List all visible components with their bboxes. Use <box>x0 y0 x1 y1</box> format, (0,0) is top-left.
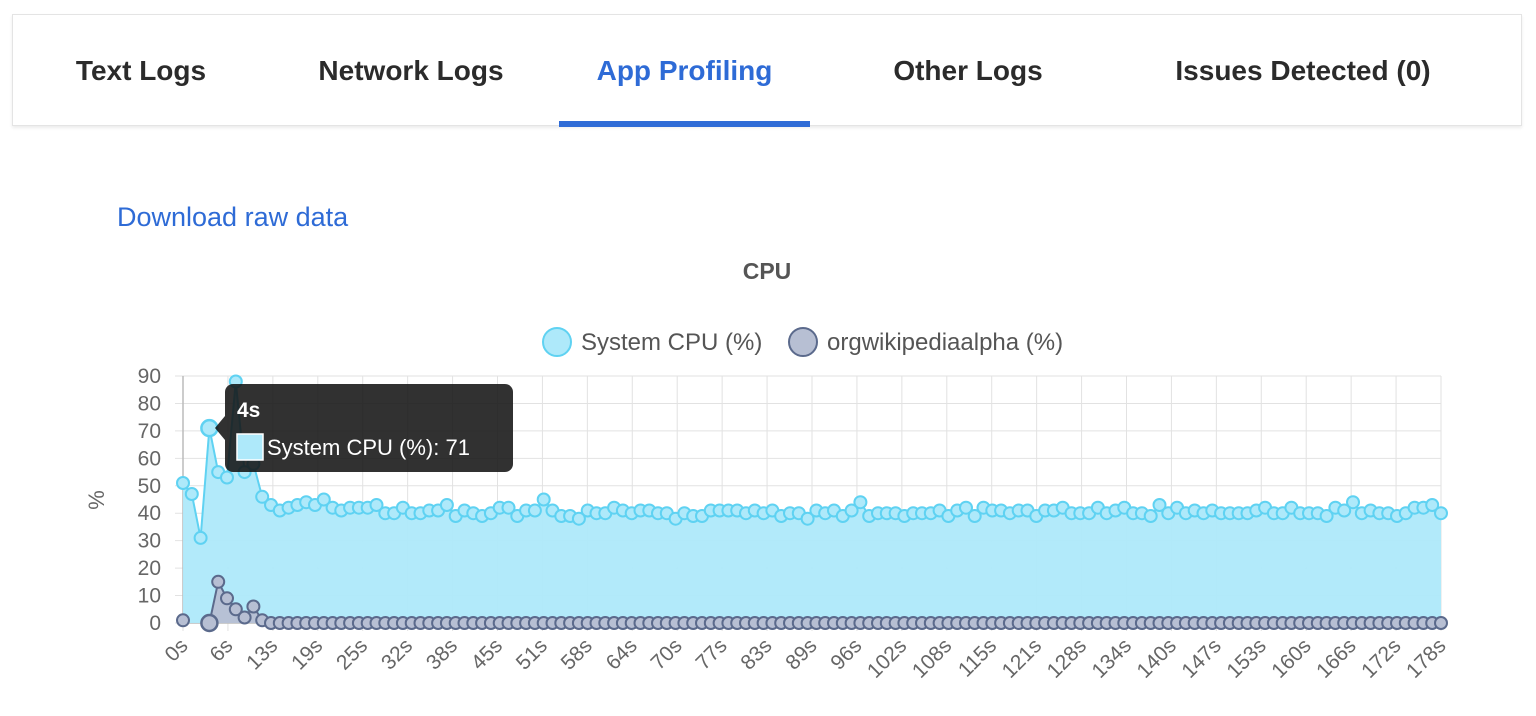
system-cpu-point <box>1319 509 1334 523</box>
x-tick-label: 172s <box>1357 634 1405 682</box>
x-tick-label: 83s <box>736 634 776 674</box>
x-tick-label: 77s <box>691 634 731 674</box>
system-cpu-point <box>1152 498 1167 512</box>
legend-label-orgwikipediaalpha: orgwikipediaalpha (%) <box>827 329 1063 356</box>
tab-bar: Text Logs Network Logs App Profiling Oth… <box>12 14 1522 127</box>
system-cpu-point <box>501 500 516 515</box>
x-tick-label: 6s <box>206 634 238 666</box>
system-cpu-area <box>183 381 1441 623</box>
x-tick-label: 115s <box>954 634 1001 681</box>
tab-issues-detected[interactable]: Issues Detected (0) <box>1175 55 1431 86</box>
orgwikipediaalpha-point <box>246 599 261 614</box>
orgwikipediaalpha-point <box>176 613 190 628</box>
orgwikipediaalpha-point <box>237 610 252 625</box>
tab-network-logs[interactable]: Network Logs <box>318 55 504 86</box>
chart-title: CPU <box>743 258 792 284</box>
system-cpu-point <box>844 503 859 518</box>
tooltip-swatch <box>236 433 264 461</box>
y-tick-label: 0 <box>149 612 161 635</box>
tab-app-profiling[interactable]: App Profiling <box>559 15 810 127</box>
system-cpu-point <box>176 476 190 490</box>
system-cpu-point <box>571 511 586 526</box>
system-cpu-point <box>853 495 868 510</box>
y-tick-label: 70 <box>138 420 161 443</box>
system-cpu-point <box>1425 498 1440 512</box>
x-tick-label: 64s <box>602 634 642 674</box>
y-tick-label: 20 <box>138 557 161 580</box>
x-tick-label: 160s <box>1267 634 1315 682</box>
system-cpu-point <box>220 470 234 485</box>
system-cpu-point <box>527 503 542 518</box>
orgwikipediaalpha-point <box>228 602 243 617</box>
system-cpu-point <box>1346 495 1360 510</box>
orgwikipediaalpha-point <box>1434 616 1448 630</box>
y-tick-label: 90 <box>138 365 161 388</box>
x-tick-label: 128s <box>1043 634 1091 682</box>
x-tick-label: 58s <box>557 634 597 674</box>
legend-swatch-system-cpu <box>542 327 572 357</box>
system-cpu-point <box>193 530 208 545</box>
x-tick-label: 102s <box>863 634 911 682</box>
x-tick-label: 178s <box>1402 634 1450 682</box>
x-tick-label: 153s <box>1222 634 1270 682</box>
cpu-chart: CPU System CPU (%) orgwikipediaalpha (%) 0 1… <box>84 258 1451 683</box>
x-tick-label: 134s <box>1088 634 1136 682</box>
hovered-point-orgwikipediaalpha <box>200 613 219 633</box>
download-raw-data-link[interactable]: Download raw data <box>117 202 349 232</box>
x-tick-label: 108s <box>908 634 956 682</box>
system-cpu-point <box>800 511 815 526</box>
system-cpu-point <box>1143 509 1158 523</box>
legend-swatch-orgwikipediaalpha <box>788 327 818 357</box>
x-tick-label: 13s <box>242 634 282 674</box>
y-tick-label: 10 <box>138 585 161 608</box>
tab-other-logs[interactable]: Other Logs <box>893 55 1043 86</box>
system-cpu-point <box>967 509 982 523</box>
y-tick-label: 40 <box>138 502 161 525</box>
system-cpu-point <box>1337 503 1352 518</box>
tab-text-logs[interactable]: Text Logs <box>75 55 207 86</box>
tooltip-title: 4s <box>237 399 260 422</box>
system-cpu-point <box>439 498 454 512</box>
system-cpu-point <box>316 492 331 507</box>
orgwikipediaalpha-point <box>220 591 234 606</box>
x-tick-label: 0s <box>161 634 193 666</box>
x-tick-label: 51s <box>512 634 552 674</box>
x-tick-label: 121s <box>998 634 1046 682</box>
x-tick-label: 89s <box>781 634 821 674</box>
x-tick-label: 166s <box>1312 634 1360 682</box>
x-tick-label: 96s <box>826 634 866 674</box>
system-cpu-point <box>255 489 270 504</box>
tooltip-body: System CPU (%): 71 <box>267 435 470 460</box>
system-cpu-point <box>369 498 384 512</box>
x-tick-label: 70s <box>647 634 687 674</box>
x-tick-label: 45s <box>467 634 507 674</box>
legend-label-system-cpu: System CPU (%) <box>581 329 762 356</box>
y-tick-label: 50 <box>138 475 161 498</box>
tooltip-caret <box>215 416 225 440</box>
y-tick-label: 30 <box>138 530 161 553</box>
orgwikipediaalpha-point <box>211 574 226 589</box>
x-tick-label: 19s <box>287 634 327 674</box>
x-tick-label: 147s <box>1177 634 1225 682</box>
x-tick-label: 140s <box>1132 634 1180 682</box>
system-cpu-point <box>184 487 199 501</box>
hovered-point-system-cpu <box>200 418 219 438</box>
x-tick-label: 32s <box>377 634 417 674</box>
y-tick-label: 60 <box>138 447 161 470</box>
tooltip-box <box>225 384 513 472</box>
x-tick-label: 25s <box>332 634 372 674</box>
x-tick-label: 38s <box>422 634 462 674</box>
system-cpu-point <box>1434 506 1448 521</box>
system-cpu-point <box>959 500 973 515</box>
y-tick-label: 80 <box>138 392 161 415</box>
system-cpu-point <box>536 492 551 507</box>
y-axis-title: % <box>84 490 109 510</box>
